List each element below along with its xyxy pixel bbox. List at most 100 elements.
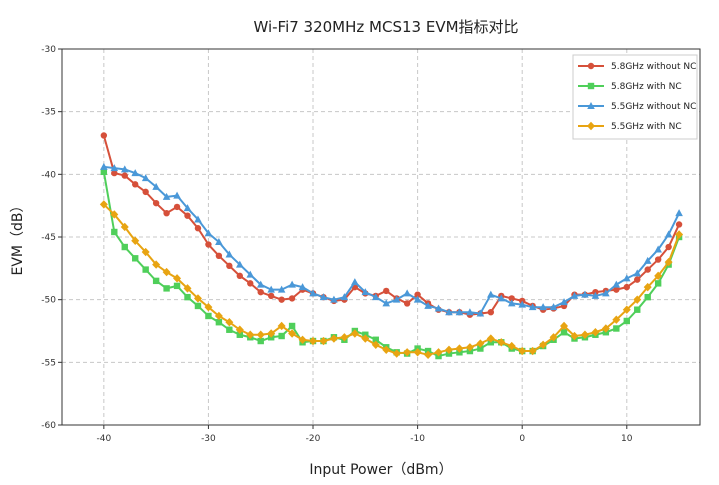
data-point (288, 329, 297, 338)
x-tick-label: 0 (519, 434, 525, 444)
legend-label: 5.5GHz with NC (611, 122, 682, 132)
data-point (288, 295, 296, 302)
x-tick-label: -40 (96, 434, 111, 444)
y-tick-label: -40 (41, 170, 56, 180)
data-point (214, 311, 223, 321)
x-tick-label: 10 (621, 434, 633, 444)
data-point (183, 204, 192, 212)
legend-item: 5.8GHz with NC (578, 82, 682, 92)
legend-item: 5.8GHz without NC (578, 62, 696, 72)
data-point (570, 291, 579, 299)
data-point (226, 326, 233, 333)
data-point (173, 282, 181, 290)
data-point (560, 329, 568, 336)
data-point (173, 274, 182, 283)
data-point (613, 325, 620, 332)
data-point (654, 280, 662, 287)
legend-label: 5.8GHz without NC (611, 62, 696, 72)
data-point (100, 162, 108, 170)
data-point (194, 215, 202, 223)
data-point (256, 330, 265, 339)
data-point (675, 230, 684, 239)
data-point (371, 293, 380, 301)
data-point (434, 304, 443, 312)
legend: 5.8GHz without NC 5.8GHz with NC 5.5GHz wi… (572, 54, 698, 140)
data-point (141, 247, 150, 257)
data-point (403, 348, 412, 357)
x-axis-label: Input Power（dBm） (309, 462, 452, 478)
data-point (256, 280, 265, 288)
data-point (445, 308, 453, 316)
data-point (100, 168, 108, 176)
data-point (267, 329, 276, 338)
data-point (580, 330, 589, 339)
data-point (131, 169, 140, 177)
data-point (361, 288, 370, 296)
data-point (277, 285, 286, 293)
y-tick-label: -55 (41, 358, 56, 368)
data-point (465, 343, 474, 352)
data-point (382, 345, 391, 354)
data-point (528, 346, 537, 356)
data-point (644, 293, 651, 301)
data-point (162, 192, 171, 200)
data-point (163, 209, 170, 217)
y-tick-label: -60 (41, 421, 56, 431)
data-point (518, 346, 527, 356)
legend-marker (587, 82, 595, 90)
data-point (162, 267, 171, 277)
data-point (644, 266, 651, 273)
data-point (319, 336, 328, 346)
data-point (246, 330, 255, 339)
data-point (215, 238, 223, 246)
data-point (173, 203, 181, 211)
data-point (383, 287, 390, 295)
data-point (476, 339, 485, 348)
data-point (361, 334, 370, 343)
data-point (507, 299, 516, 307)
data-point (184, 293, 191, 301)
data-point (111, 169, 118, 177)
data-point (205, 312, 212, 320)
data-point (623, 283, 630, 291)
data-point (152, 260, 161, 269)
data-point (455, 308, 464, 316)
data-point (194, 302, 202, 310)
data-point (204, 229, 213, 237)
y-axis-label: EVM（dB） (10, 199, 26, 276)
data-point (236, 260, 244, 268)
data-point (487, 290, 495, 298)
data-point (634, 306, 641, 313)
data-point (340, 293, 349, 301)
data-point (236, 331, 244, 338)
data-point (486, 334, 495, 343)
data-point (236, 272, 244, 280)
data-point (518, 300, 526, 308)
data-point (226, 262, 233, 270)
data-point (173, 191, 181, 199)
data-point (612, 315, 621, 324)
data-point (539, 340, 548, 349)
data-point (205, 241, 212, 248)
legend-item: 5.5GHz without NC (578, 102, 696, 112)
series-3 (99, 200, 684, 360)
data-point (330, 295, 338, 303)
data-point (487, 309, 495, 316)
data-point (613, 286, 620, 293)
legend-marker (587, 62, 595, 70)
legend-label: 5.5GHz without NC (611, 102, 696, 112)
data-point (507, 341, 516, 351)
data-point (477, 345, 484, 352)
data-point (549, 333, 558, 342)
data-point (654, 271, 663, 281)
data-point (424, 301, 432, 309)
data-point (215, 252, 223, 259)
data-point (309, 289, 317, 297)
data-point (560, 298, 568, 306)
data-point (267, 285, 275, 293)
data-point (246, 270, 255, 278)
data-point (204, 302, 213, 312)
x-axis-ticks: -40 -30 -20 -10 0 10 (96, 425, 633, 444)
data-point (131, 236, 140, 245)
